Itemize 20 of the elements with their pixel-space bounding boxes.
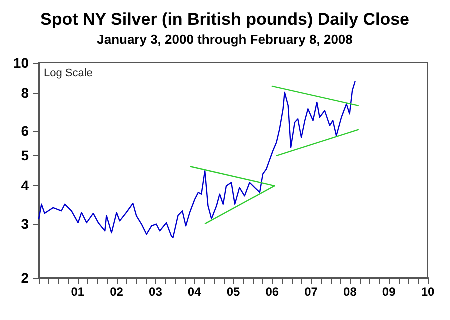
y-tick-label: 8 — [21, 84, 30, 101]
x-tick-label: 06 — [266, 285, 280, 299]
chart-title: Spot NY Silver (in British pounds) Daily Close — [40, 10, 410, 29]
x-tick-label: 08 — [344, 285, 358, 299]
x-tick-label: 07 — [304, 285, 318, 299]
y-tick-label: 3 — [21, 216, 30, 232]
y-tick-label: 4 — [21, 177, 30, 194]
y-tick-label: 5 — [21, 148, 30, 164]
x-tick-label: 09 — [382, 285, 396, 299]
chart-subtitle: January 3, 2000 through February 8, 2008 — [97, 32, 353, 47]
y-tick-label: 2 — [21, 270, 30, 286]
y-tick-label: 10 — [13, 55, 30, 71]
x-tick-label: 04 — [188, 285, 202, 299]
x-tick-label: 10 — [421, 285, 435, 299]
y-tick-label: 6 — [21, 123, 30, 140]
x-tick-label: 03 — [149, 285, 163, 299]
x-tick-label: 05 — [226, 285, 240, 299]
annotation: Log Scale — [44, 68, 93, 80]
x-tick-label: 01 — [71, 285, 85, 299]
x-tick-label: 02 — [110, 285, 124, 299]
